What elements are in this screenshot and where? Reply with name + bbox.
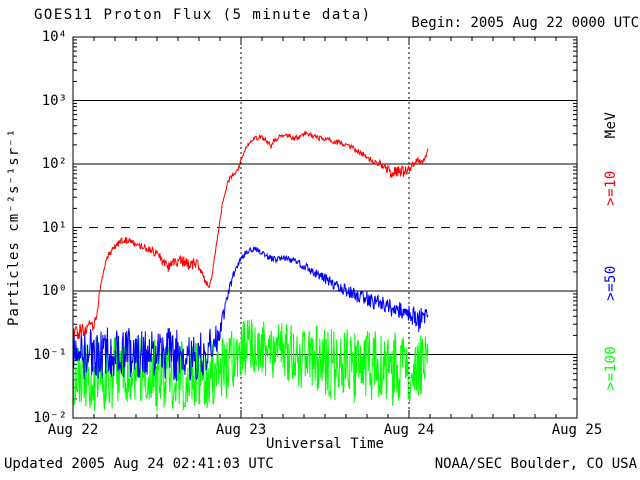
series-line-protons-100-mev [73,319,429,412]
x-tick-label: Aug 22 [47,422,99,438]
y-axis-title: Particles cm⁻²s⁻¹sr⁻¹ [6,127,22,327]
y-tick-label: 10³ [41,92,67,109]
x-tick-label: Aug 23 [215,422,267,438]
series-line-protons-10-mev [73,130,429,342]
y-tick-label: 10⁻¹ [33,346,67,363]
y-tick-label: 10¹ [41,219,67,236]
legend-ge100-label: >=100 [603,345,619,391]
x-tick-label: Aug 25 [551,422,603,438]
legend-ge10-label: >=10 [603,170,619,206]
y-tick-label: 10² [41,156,67,172]
chart-title: GOES11 Proton Flux (5 minute data) [34,7,372,23]
plot-border [72,36,578,419]
y-tick-label: 10⁰ [41,283,67,299]
x-tick-label: Aug 24 [383,422,435,438]
x-axis-title: Universal Time [265,436,384,452]
updated-timestamp: Updated 2005 Aug 24 02:41:03 UTC [4,456,274,472]
y-tick-label: 10⁴ [41,29,67,45]
legend-ge50-label: >=50 [603,265,619,301]
y-tick-label: 10⁻² [33,410,67,426]
credit-label: NOAA/SEC Boulder, CO USA [434,456,637,472]
series-line-protons-50-mev [73,246,429,382]
begin-time-label: Begin: 2005 Aug 22 0000 UTC [411,15,639,31]
legend-unit-label: MeV [603,111,619,139]
